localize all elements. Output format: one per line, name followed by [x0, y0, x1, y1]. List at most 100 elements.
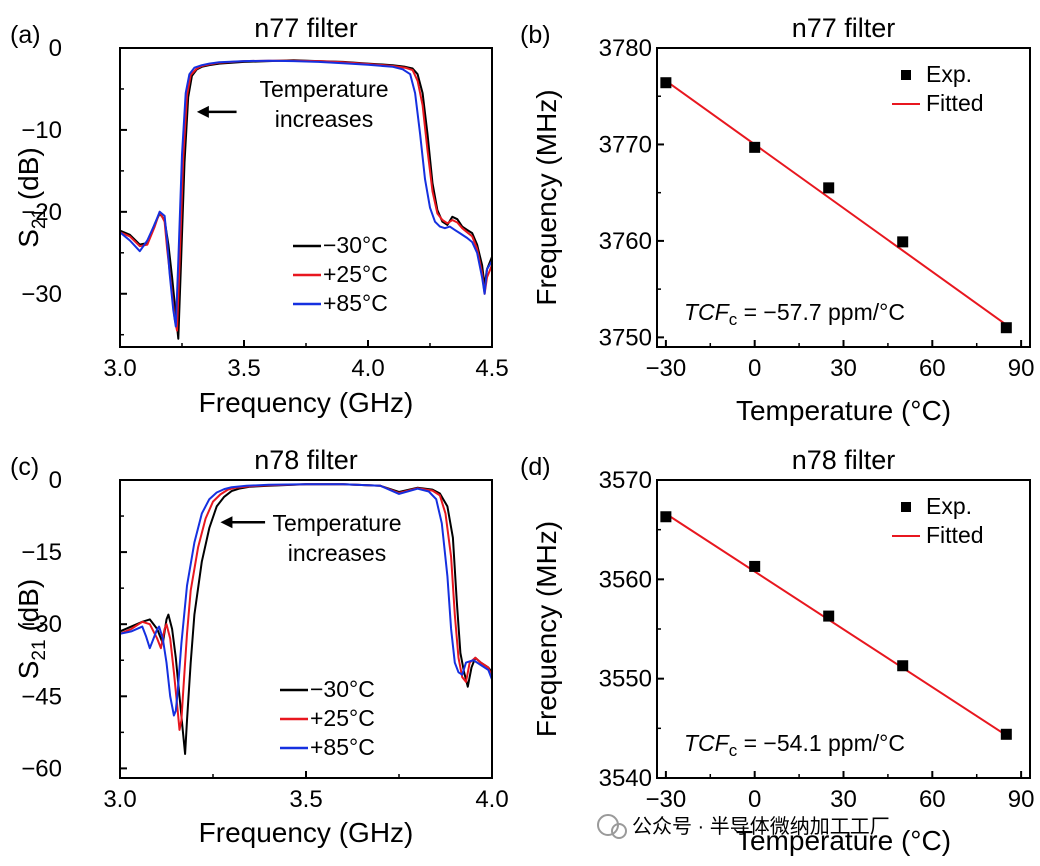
x-tick-label: 3.5	[289, 786, 322, 813]
chart-title: n77 filter	[792, 13, 896, 43]
data-point	[1000, 322, 1012, 334]
legend-label: Exp.	[926, 493, 972, 519]
chart-title: n77 filter	[254, 13, 358, 43]
plot-data	[120, 59, 492, 340]
arrow-head-icon	[196, 105, 209, 118]
y-tick-label: −30	[21, 281, 62, 308]
data-point	[897, 236, 909, 248]
y-tick-label: −15	[21, 539, 62, 566]
panel-label: (a)	[10, 21, 41, 49]
tcf-label: TCF	[684, 730, 731, 756]
x-axis-label: Temperature (°C)	[736, 825, 951, 856]
watermark: 公众号 · 半导体微纳加工工厂	[597, 814, 890, 839]
chart-title: n78 filter	[792, 445, 896, 475]
series-line	[120, 59, 492, 328]
x-axis-label: Frequency (GHz)	[199, 817, 414, 848]
x-tick-label: 30	[830, 786, 857, 813]
y-tick-label: 3760	[599, 228, 652, 255]
tcf-subscript: c	[729, 310, 738, 329]
annotation-line-1: Temperature	[259, 76, 388, 102]
legend-label: Exp.	[926, 61, 972, 87]
x-tick-label: 0	[748, 786, 761, 813]
fitted-line	[665, 512, 1007, 737]
y-axis-label-rest: (dB)	[13, 147, 44, 208]
tcf-subscript: c	[729, 741, 738, 760]
panel-label: (d)	[520, 453, 551, 481]
x-tick-label: 3.0	[103, 355, 136, 382]
x-tick-label: 0	[748, 355, 761, 382]
y-axis-label: Frequency (MHz)	[531, 521, 562, 737]
y-tick-label: 3780	[599, 35, 652, 62]
x-tick-label: 4.0	[351, 355, 384, 382]
y-tick-label: −10	[21, 117, 62, 144]
data-point	[897, 660, 909, 672]
y-axis-label-main: S	[13, 229, 44, 248]
legend-label: +25°C	[323, 261, 388, 287]
panel-d: (d) n78 filter 3540 3550 3560 3570 −30 0 30 60 90 T…	[520, 445, 1034, 856]
fitted-line	[665, 79, 1007, 326]
x-tick-label: 4.0	[475, 786, 508, 813]
legend-marker	[901, 70, 911, 80]
series-line	[120, 59, 492, 340]
annotation-line-1: Temperature	[272, 510, 401, 536]
x-tick-label: 90	[1008, 355, 1035, 382]
legend-label: −30°C	[310, 676, 375, 702]
y-tick-label: −30	[21, 611, 62, 638]
plot-data	[660, 511, 1012, 740]
data-point	[1000, 728, 1012, 740]
data-point	[660, 77, 672, 89]
panel-c: (c) n78 filter 0 −15 −30 −45 −60 3.0 3.5 4.0 Frequ…	[10, 445, 509, 848]
y-tick-label: 0	[49, 467, 62, 494]
panel-a: (a) n77 filter 0 −10 −20 −30 3.0 3.5 4.0 4.5 Frequ…	[10, 13, 509, 418]
y-axis-label-sub: 21	[29, 639, 50, 660]
annotation-line-2: increases	[275, 106, 373, 132]
y-axis-label-main: S	[13, 661, 44, 680]
y-axis-label: S21 (dB)	[13, 147, 50, 248]
x-tick-label: −30	[646, 786, 687, 813]
plot-data	[660, 77, 1012, 334]
y-axis-label: S21 (dB)	[13, 579, 50, 680]
tcf-value: = −57.7 ppm/°C	[737, 299, 905, 325]
series-line	[120, 483, 492, 717]
x-tick-label: 3.5	[227, 355, 260, 382]
tcf-annotation: TCFc = −57.7 ppm/°C	[684, 299, 905, 329]
legend-label: +25°C	[310, 705, 375, 731]
x-tick-label: −30	[646, 355, 687, 382]
y-tick-label: 3550	[599, 666, 652, 693]
watermark-text: 公众号 · 半导体微纳加工工厂	[632, 815, 890, 838]
y-axis-label-sub: 21	[29, 208, 50, 229]
panel-label: (c)	[10, 453, 39, 481]
y-tick-label: 3770	[599, 131, 652, 158]
data-point	[660, 511, 672, 523]
data-point	[823, 610, 835, 622]
y-tick-label: 3540	[599, 765, 652, 792]
plot-data	[120, 483, 492, 755]
y-tick-label: 3560	[599, 566, 652, 593]
series-line	[120, 483, 492, 731]
legend-label: +85°C	[323, 290, 388, 316]
tcf-label: TCF	[684, 299, 731, 325]
panel-b: (b) n77 filter 3750 3760 3770 3780 −30 0 30 60 90 T…	[520, 13, 1034, 426]
y-axis-label-rest: (dB)	[13, 579, 44, 640]
data-point	[823, 182, 835, 194]
x-axis-label: Temperature (°C)	[736, 395, 951, 426]
legend-label: Fitted	[926, 90, 984, 116]
panel-label: (b)	[520, 21, 551, 49]
y-tick-label: 3750	[599, 324, 652, 351]
x-tick-label: 3.0	[103, 786, 136, 813]
x-axis-label: Frequency (GHz)	[199, 387, 414, 418]
chart-title: n78 filter	[254, 445, 358, 475]
y-tick-label: −45	[21, 683, 62, 710]
x-tick-label: 60	[919, 355, 946, 382]
y-tick-label: −20	[21, 199, 62, 226]
y-tick-label: 0	[49, 35, 62, 62]
arrow-head-icon	[220, 516, 233, 529]
legend-label: Fitted	[926, 522, 984, 548]
x-tick-label: 90	[1008, 786, 1035, 813]
data-point	[749, 560, 761, 572]
y-tick-label: −60	[21, 755, 62, 782]
legend-marker	[901, 502, 911, 512]
tcf-value: = −54.1 ppm/°C	[737, 730, 905, 756]
x-tick-label: 4.5	[475, 355, 508, 382]
annotation-line-2: increases	[288, 540, 386, 566]
